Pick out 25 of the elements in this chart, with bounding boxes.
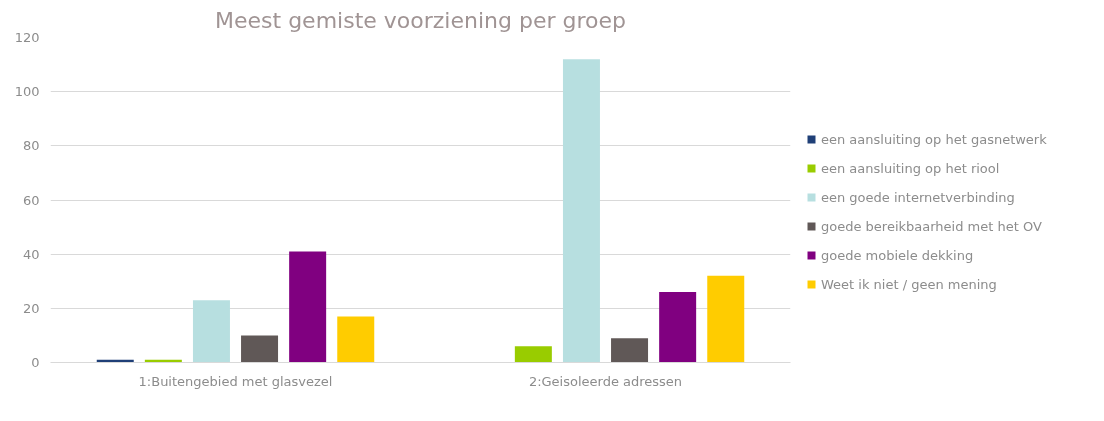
bar: [337, 316, 375, 363]
legend-label: Weet ik niet / geen mening: [821, 276, 997, 292]
x-tick-label: 1:Buitengebied met glasvezel: [138, 373, 333, 389]
y-tick-label: 0: [31, 355, 40, 370]
bar: [611, 338, 649, 363]
y-tick-label: 60: [22, 192, 40, 208]
bar: [289, 251, 327, 363]
bar: [514, 346, 552, 363]
bar: [707, 275, 745, 363]
bar: [562, 59, 600, 363]
y-tick-label: 100: [14, 84, 40, 100]
y-tick-label: 80: [22, 138, 40, 154]
y-tick-label: 120: [14, 30, 40, 45]
legend-label: goede bereikbaarheid met het OV: [821, 218, 1042, 234]
bar: [192, 300, 230, 363]
y-tick-label: 20: [22, 300, 40, 316]
legend-label: goede mobiele dekking: [821, 247, 974, 263]
bar: [241, 335, 279, 363]
y-tick-label: 40: [22, 246, 40, 262]
x-tick-label: 2:Geisoleerde adressen: [528, 373, 683, 389]
legend-label: een goede internetverbinding: [821, 189, 1015, 205]
bar: [659, 292, 697, 363]
legend-label: een aansluiting op het gasnetwerk: [821, 131, 1047, 147]
chart-title: Meest gemiste voorziening per groep: [215, 7, 626, 33]
legend-label: een aansluiting op het riool: [821, 160, 1000, 176]
